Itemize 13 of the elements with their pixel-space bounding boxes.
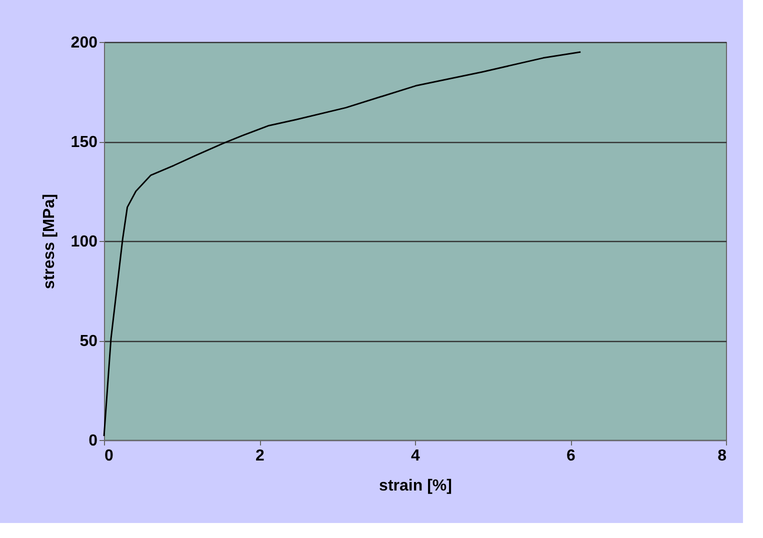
y-tick-label: 150 xyxy=(70,134,98,151)
y-axis-title: stress [MPa] xyxy=(40,194,58,290)
y-tick-label: 200 xyxy=(70,34,98,52)
x-tick-label: 0 xyxy=(104,448,114,464)
x-tick-label: 8 xyxy=(718,448,727,464)
y-tick-label: 0 xyxy=(88,432,98,450)
x-tick-label: 2 xyxy=(256,448,265,464)
line-series xyxy=(103,51,582,437)
y-tick-label: 50 xyxy=(80,333,98,350)
x-tick-label: 6 xyxy=(566,448,576,464)
x-tick-label: 4 xyxy=(411,448,420,464)
x-axis-title: strain [%] xyxy=(379,478,452,494)
y-tick-label: 100 xyxy=(70,234,98,250)
